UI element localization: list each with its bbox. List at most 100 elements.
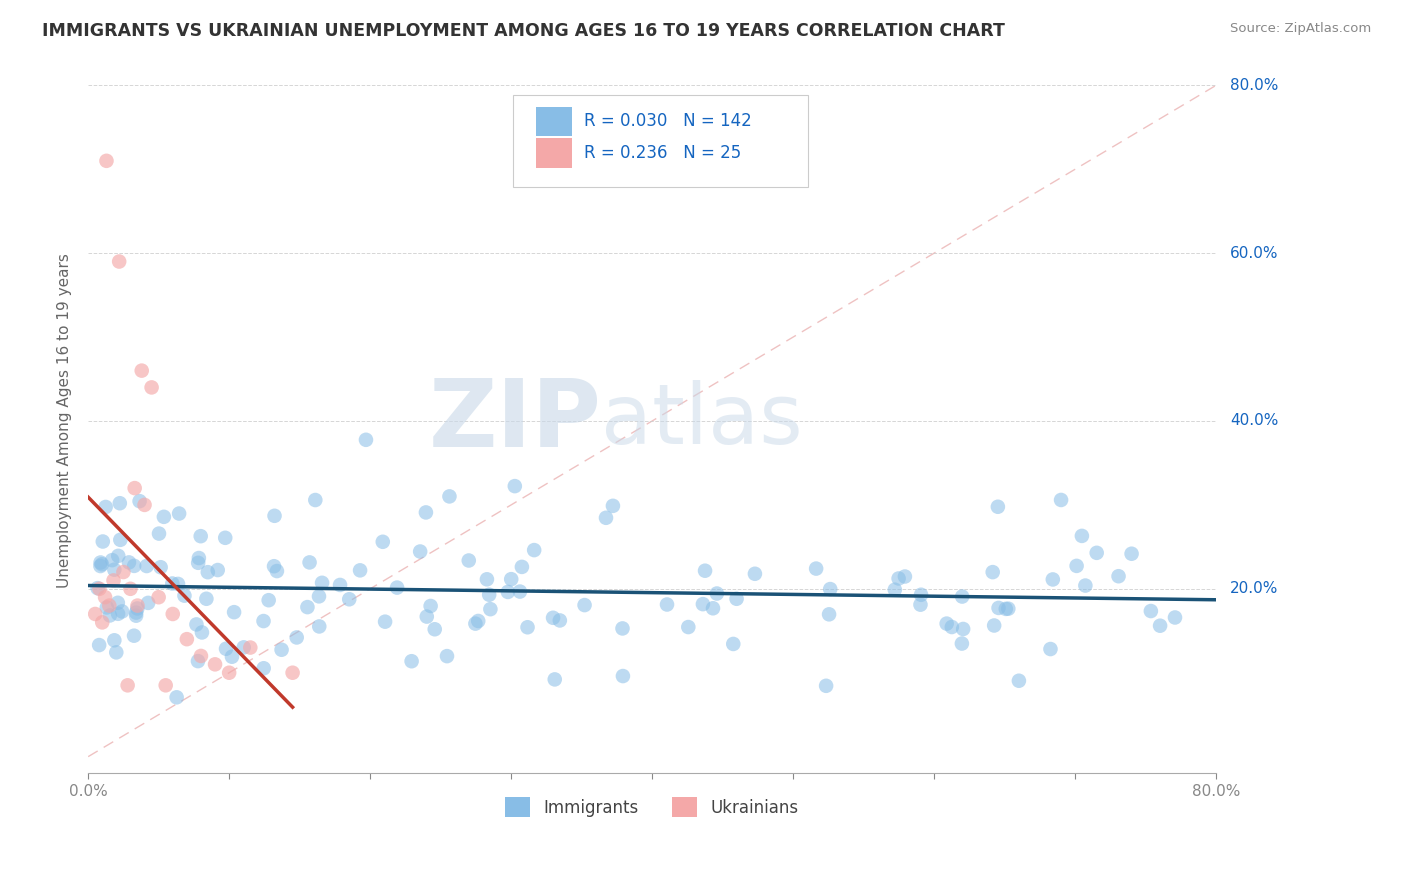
Point [329, 578, 352, 592]
Point [197, 565, 219, 579]
Point [1164, 610, 1187, 624]
Point [1008, 673, 1031, 688]
Point [108, 496, 131, 510]
Point [706, 586, 728, 600]
Point [127, 599, 149, 613]
Point [141, 380, 163, 394]
Point [702, 601, 724, 615]
Point [987, 601, 1010, 615]
Point [222, 605, 245, 619]
Point [105, 645, 128, 659]
Point [894, 569, 917, 583]
Point [131, 363, 153, 377]
Point [994, 602, 1017, 616]
Point [950, 636, 973, 650]
Point [602, 499, 624, 513]
Point [981, 565, 1004, 579]
Point [744, 566, 766, 581]
Point [148, 591, 170, 605]
Point [298, 556, 321, 570]
Point [983, 618, 1005, 632]
Point [118, 555, 141, 569]
Point [149, 560, 172, 574]
Point [725, 591, 748, 606]
Point [419, 599, 441, 613]
Bar [536, 138, 572, 168]
Point [467, 614, 489, 628]
Point [107, 596, 129, 610]
Point [173, 589, 195, 603]
Point [815, 679, 838, 693]
Point [96, 153, 118, 168]
Point [910, 598, 932, 612]
Point [103, 574, 125, 588]
Point [285, 631, 308, 645]
Text: R = 0.030   N = 142: R = 0.030 N = 142 [585, 112, 752, 130]
Point [501, 572, 523, 586]
Point [190, 648, 212, 663]
Point [423, 622, 446, 636]
Point [98, 608, 121, 623]
Point [385, 581, 408, 595]
Point [148, 526, 170, 541]
Point [401, 654, 423, 668]
Point [723, 637, 745, 651]
Point [191, 625, 214, 640]
Point [128, 494, 150, 508]
Point [91, 558, 114, 572]
Point [409, 544, 432, 558]
Point [354, 433, 377, 447]
Point [1140, 604, 1163, 618]
Point [117, 678, 139, 692]
FancyBboxPatch shape [513, 95, 808, 187]
Point [153, 509, 176, 524]
Point [1050, 493, 1073, 508]
Point [574, 598, 596, 612]
Point [436, 649, 458, 664]
Point [101, 553, 124, 567]
Point [111, 604, 134, 618]
Point [190, 529, 212, 543]
Point [122, 558, 145, 573]
Point [935, 616, 957, 631]
Point [257, 593, 280, 607]
Point [510, 560, 533, 574]
Point [304, 493, 326, 508]
Point [544, 673, 567, 687]
Point [108, 254, 131, 268]
Point [987, 500, 1010, 514]
Point [187, 551, 209, 566]
Point [655, 598, 678, 612]
Point [910, 588, 932, 602]
Point [941, 620, 963, 634]
Point [950, 590, 973, 604]
Point [253, 661, 276, 675]
Point [308, 590, 330, 604]
Point [187, 556, 209, 570]
Text: 60.0%: 60.0% [1230, 245, 1278, 260]
Point [98, 599, 121, 613]
Y-axis label: Unemployment Among Ages 16 to 19 years: Unemployment Among Ages 16 to 19 years [58, 253, 72, 589]
Point [475, 572, 498, 586]
Point [457, 553, 479, 567]
Point [883, 582, 905, 597]
Point [135, 559, 157, 574]
Point [371, 534, 394, 549]
Point [176, 632, 198, 647]
Point [103, 633, 125, 648]
Point [1108, 569, 1130, 583]
Point [89, 559, 111, 574]
Point [612, 669, 634, 683]
Point [464, 616, 486, 631]
Point [1074, 578, 1097, 592]
Point [187, 654, 209, 668]
Point [122, 629, 145, 643]
Point [127, 601, 149, 615]
Point [1039, 642, 1062, 657]
Point [91, 615, 114, 630]
Point [595, 510, 617, 524]
Point [94, 591, 117, 605]
Point [125, 608, 148, 623]
Point [1066, 558, 1088, 573]
Point [374, 615, 396, 629]
